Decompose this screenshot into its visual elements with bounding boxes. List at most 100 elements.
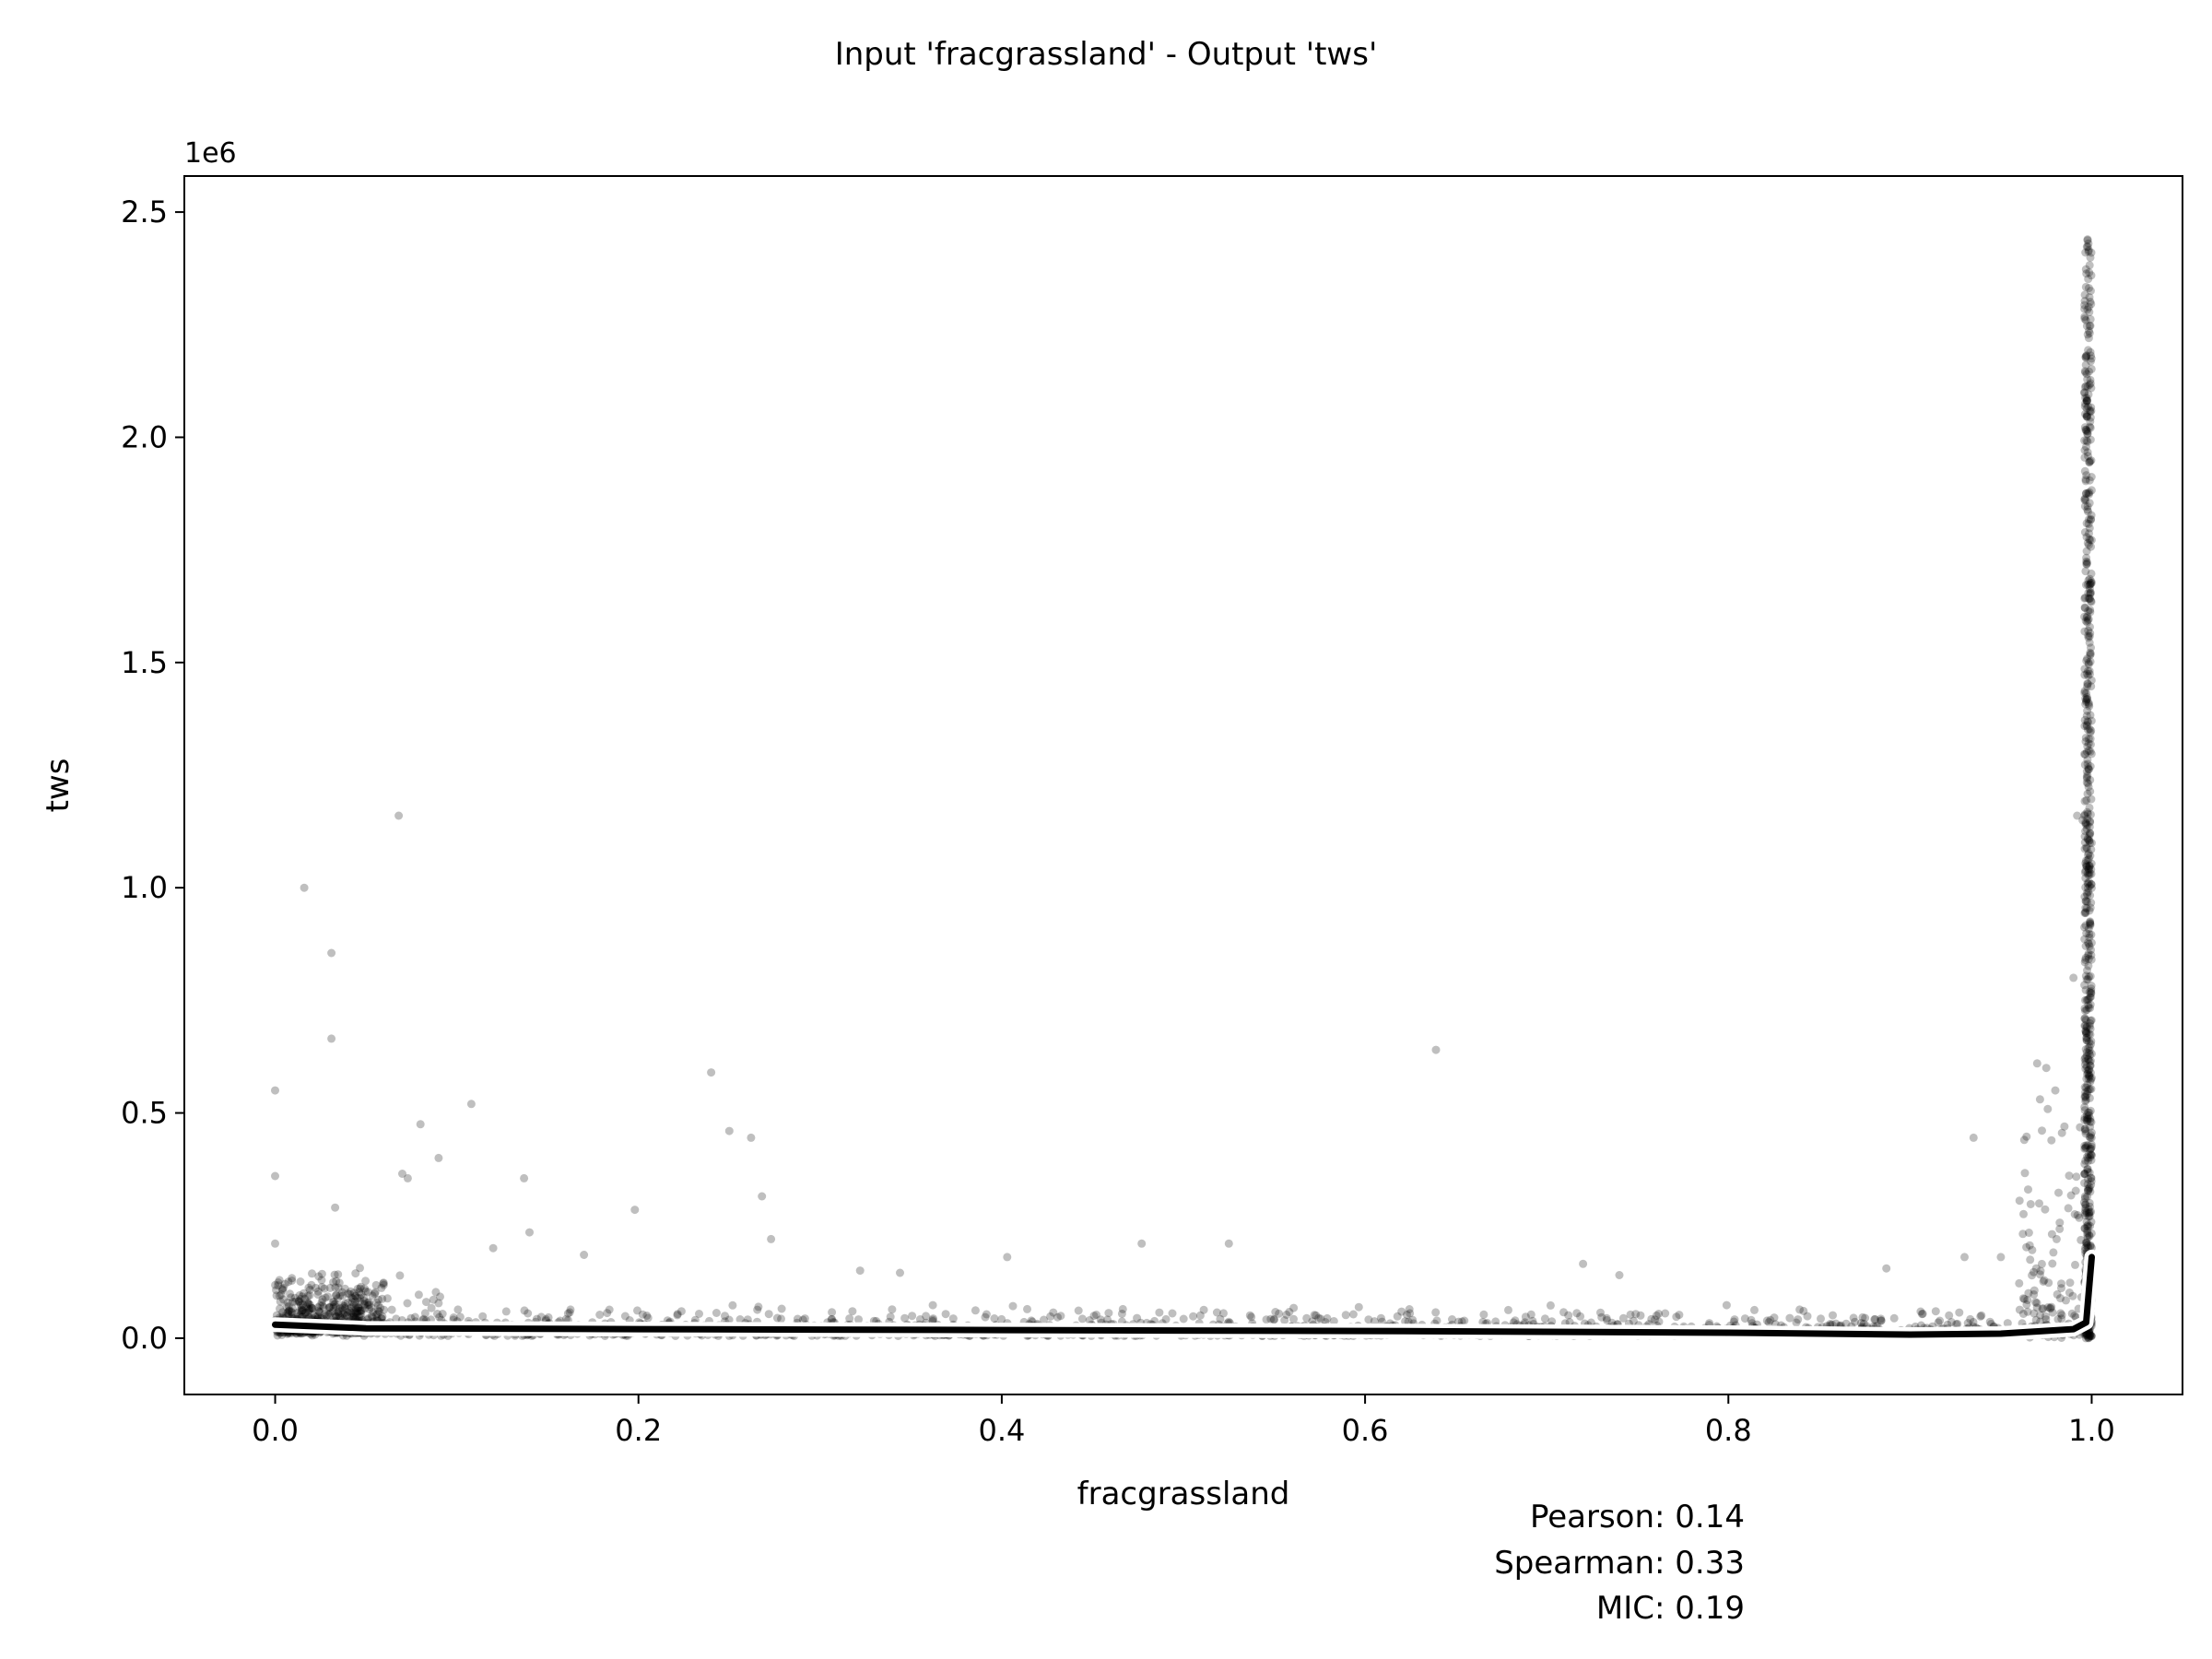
scatter-point: [2084, 452, 2092, 461]
scatter-point: [2084, 284, 2093, 293]
scatter-point: [2081, 1021, 2090, 1030]
scatter-point: [2084, 1174, 2093, 1183]
scatter-point: [1393, 1312, 1402, 1321]
scatter-point: [403, 1173, 412, 1182]
scatter-point: [2082, 425, 2091, 434]
scatter-point: [2080, 1092, 2089, 1101]
scatter-point: [2083, 890, 2092, 900]
scatter-point: [2057, 1284, 2065, 1293]
x-axis-label: fracgrassland: [1077, 1476, 1290, 1512]
scatter-point: [288, 1277, 297, 1285]
scatter-point: [2080, 1141, 2089, 1150]
scatter-point: [2084, 865, 2093, 874]
scatter-point: [2080, 603, 2089, 612]
scatter-point: [278, 1286, 288, 1295]
scatter-point: [2085, 1211, 2094, 1220]
scatter-point: [2087, 879, 2096, 888]
scatter-point: [2028, 1271, 2037, 1280]
scatter-point: [1310, 1311, 1319, 1320]
scatter-point: [2087, 486, 2096, 495]
scatter-point: [2084, 779, 2092, 788]
scatter-point: [2040, 1276, 2049, 1285]
scatter-point: [282, 1302, 291, 1312]
scatter-point: [2087, 1150, 2096, 1159]
scatter-point: [2084, 887, 2093, 896]
scatter-point: [1096, 1315, 1105, 1324]
scatter-point: [363, 1314, 372, 1323]
scatter-point: [2085, 803, 2094, 812]
scatter-point: [2085, 929, 2094, 938]
scatter-point: [2080, 1124, 2089, 1134]
scatter-point: [2028, 1245, 2037, 1254]
scatter-point: [2082, 778, 2091, 787]
scatter-point: [2080, 715, 2089, 724]
scatter-point: [351, 1300, 360, 1310]
scatter-point: [1672, 1312, 1681, 1322]
scatter-point: [2084, 865, 2093, 875]
scatter-point: [2082, 844, 2091, 853]
scatter-point: [2024, 1288, 2033, 1298]
scatter-point: [2081, 1016, 2090, 1025]
scatter-point: [2081, 942, 2090, 950]
scatter-point: [1089, 1312, 1099, 1321]
scatter-point: [2085, 1073, 2094, 1081]
scatter-point: [2081, 394, 2090, 403]
scatter-point: [2085, 987, 2094, 996]
scatter-point: [2080, 1211, 2089, 1220]
scatter-point: [1579, 1259, 1588, 1268]
scatter-point: [2080, 670, 2089, 679]
scatter-point: [1008, 1301, 1018, 1311]
scatter-point: [2082, 1208, 2091, 1218]
scatter-point: [2083, 305, 2092, 314]
scatter-point: [2086, 588, 2095, 597]
scatter-point: [2083, 236, 2092, 245]
scatter-point: [2081, 921, 2090, 930]
scatter-point: [2065, 1278, 2075, 1288]
scatter-point: [1986, 1320, 1995, 1328]
scatter-point: [2015, 1278, 2024, 1288]
scatter-point: [2026, 1200, 2035, 1208]
scatter-point: [2084, 949, 2093, 959]
scatter-point: [2083, 789, 2092, 798]
scatter-point: [2043, 1104, 2053, 1113]
scatter-point: [2082, 656, 2091, 665]
scatter-point: [2081, 1200, 2090, 1209]
scatter-point: [2086, 1241, 2095, 1251]
scatter-point: [1985, 1317, 1994, 1326]
scatter-point: [2080, 1124, 2089, 1134]
scatter-point: [359, 1297, 369, 1306]
scatter-point: [2080, 1224, 2089, 1233]
scatter-point: [2081, 700, 2090, 709]
scatter-point: [2085, 1037, 2093, 1046]
scatter-point: [2078, 816, 2088, 825]
scatter-point: [2087, 403, 2096, 412]
scatter-point: [2087, 511, 2096, 520]
scatter-point: [922, 1312, 931, 1321]
scatter-point: [2083, 694, 2092, 703]
scatter-point: [1955, 1308, 1964, 1317]
scatter-point: [331, 1302, 340, 1312]
scatter-point: [2082, 351, 2091, 360]
scatter-point: [2084, 938, 2092, 947]
scatter-point: [347, 1308, 356, 1317]
scatter-point: [1271, 1308, 1280, 1316]
scatter-point: [292, 1309, 301, 1317]
scatter-point: [1730, 1315, 1739, 1324]
scatter-point: [337, 1288, 347, 1297]
scatter-point: [2084, 1111, 2093, 1120]
scatter-point: [1602, 1313, 1611, 1323]
scatter-point: [361, 1287, 371, 1296]
scatter-point: [2032, 1059, 2041, 1068]
scatter-point: [2085, 1049, 2093, 1058]
scatter-point: [303, 1291, 312, 1300]
scatter-point: [2087, 535, 2096, 545]
scatter-point: [332, 1312, 341, 1321]
scatter-point: [888, 1305, 897, 1314]
scatter-point: [2046, 1304, 2055, 1313]
scatter-point: [272, 1291, 281, 1300]
scatter-point: [1085, 1316, 1094, 1324]
scatter-point: [2081, 971, 2090, 981]
scatter-point: [2025, 1241, 2034, 1250]
scatter-point: [2056, 1309, 2065, 1318]
scatter-point: [2086, 435, 2095, 444]
